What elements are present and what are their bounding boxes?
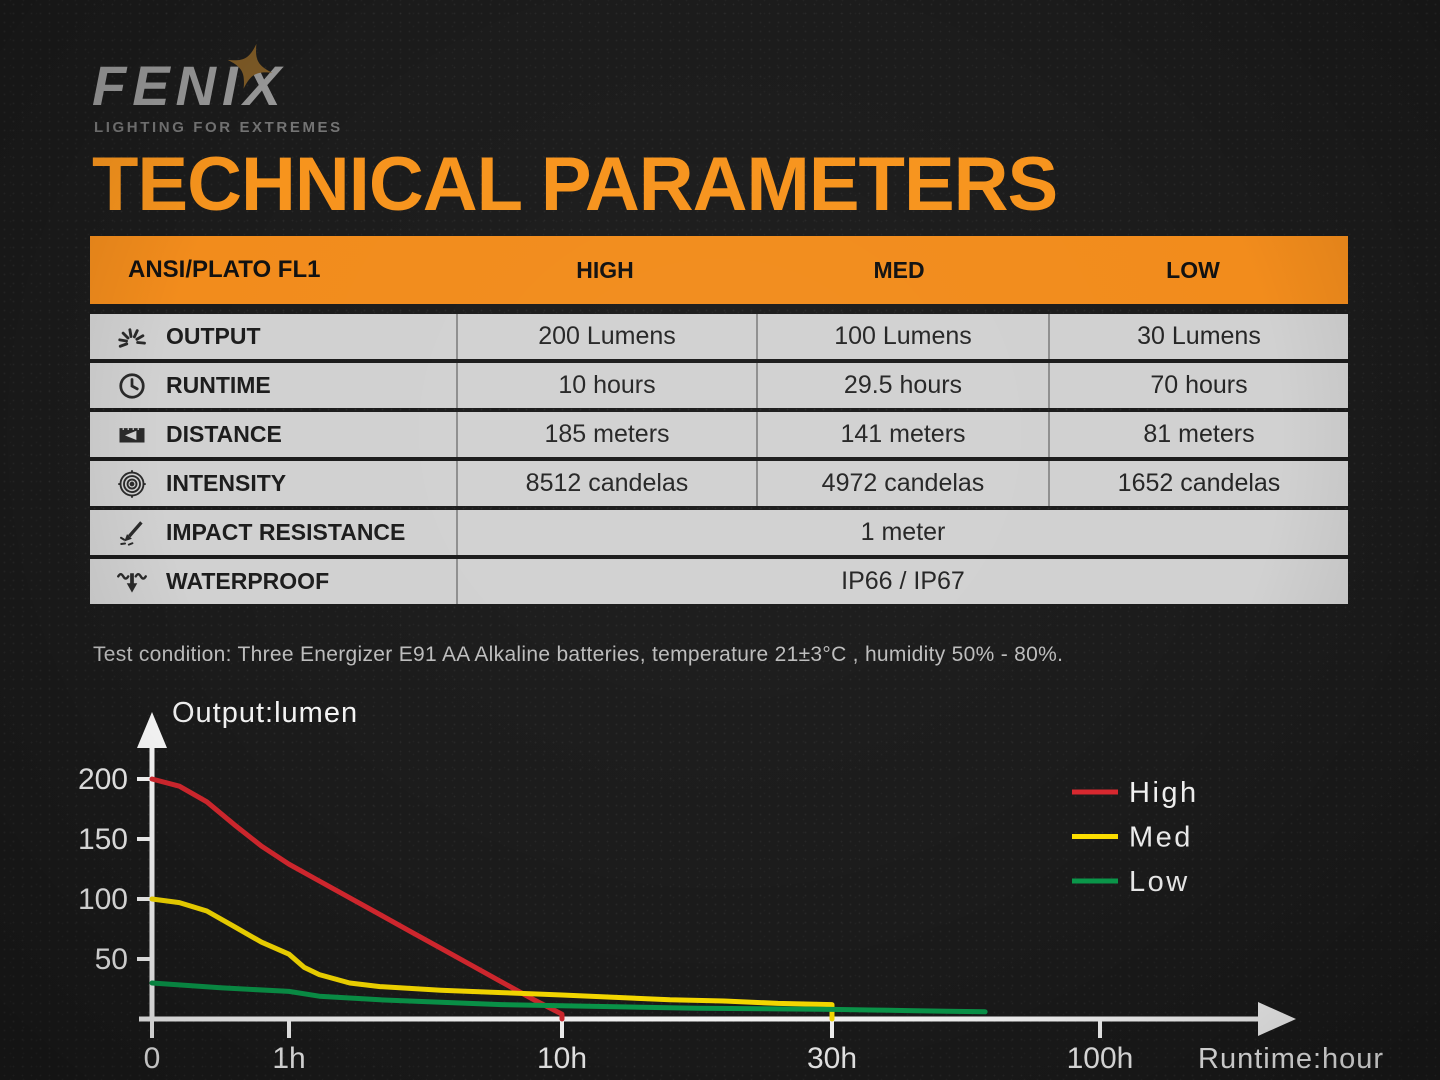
row-label: INTENSITY [166, 470, 287, 496]
waterproof-icon [112, 567, 152, 597]
target-icon [112, 469, 152, 499]
value-med: 4972 candelas [758, 461, 1048, 506]
row-label-cell: DISTANCE [90, 412, 456, 457]
value-high: 200 Lumens [458, 314, 756, 359]
beam-distance-icon [112, 420, 152, 450]
row-label-cell: OUTPUT [90, 314, 456, 359]
value-med: 29.5 hours [758, 363, 1048, 408]
y-tick-label: 100 [78, 883, 128, 916]
impact-icon [112, 518, 152, 548]
value-low: 70 hours [1050, 363, 1348, 408]
sparkle-icon [227, 43, 273, 89]
value-low: 81 meters [1050, 412, 1348, 457]
spec-table: ANSI/PLATO FL1 HIGH MED LOW [90, 236, 1348, 608]
table-row: RUNTIME 10 hours 29.5 hours 70 hours [90, 363, 1348, 408]
series-line-high [149, 776, 565, 1022]
table-header-row: ANSI/PLATO FL1 HIGH MED LOW [90, 236, 1348, 304]
table-row: OUTPUT 200 Lumens 100 Lumens 30 Lumens [90, 314, 1348, 359]
value-high: 185 meters [458, 412, 756, 457]
row-label-cell: INTENSITY [90, 461, 456, 506]
x-tick-label: 10h [537, 1042, 587, 1075]
row-label: DISTANCE [166, 421, 282, 447]
table-row: DISTANCE 185 meters 141 meters 81 meters [90, 412, 1348, 457]
row-label-cell: IMPACT RESISTANCE [90, 510, 456, 555]
value-low: 30 Lumens [1050, 314, 1348, 359]
value-high: 8512 candelas [458, 461, 756, 506]
y-tick-label: 150 [78, 823, 128, 856]
series-line-med [149, 896, 835, 1022]
value-merged: IP66 / IP67 [458, 559, 1348, 604]
header-high: HIGH [576, 256, 634, 283]
y-axis-title: Output:lumen [172, 697, 358, 729]
table-row: WATERPROOF IP66 / IP67 [90, 559, 1348, 604]
x-axis-title: Runtime:hour [1198, 1043, 1384, 1075]
clock-icon [112, 371, 152, 401]
row-label: IMPACT RESISTANCE [166, 519, 406, 545]
table-row: INTENSITY 8512 candelas 4972 candelas 16… [90, 461, 1348, 506]
brand-tagline: LIGHTING FOR EXTREMES [94, 119, 343, 136]
x-tick-label: 100h [1067, 1042, 1134, 1075]
value-high: 10 hours [458, 363, 756, 408]
header-med: MED [873, 256, 925, 283]
x-tick-label: 30h [807, 1042, 857, 1075]
x-axis-arrow [1258, 1002, 1296, 1036]
table-row: IMPACT RESISTANCE 1 meter [90, 510, 1348, 555]
legend-label-high: High [1129, 777, 1199, 809]
row-label: RUNTIME [166, 372, 271, 398]
light-burst-icon [112, 322, 152, 352]
series-line-low [149, 980, 988, 1015]
legend-label-low: Low [1129, 866, 1190, 898]
page-title: TECHNICAL PARAMETERS [92, 142, 1058, 227]
header-standard: ANSI/PLATO FL1 [128, 256, 321, 283]
x-tick-label: 1h [272, 1042, 305, 1075]
value-merged: 1 meter [458, 510, 1348, 555]
x-tick-label: 0 [144, 1042, 161, 1075]
row-label-cell: RUNTIME [90, 363, 456, 408]
y-tick-label: 50 [95, 943, 128, 976]
y-axis-arrow [137, 712, 167, 748]
header-low: LOW [1166, 256, 1220, 283]
value-low: 1652 candelas [1050, 461, 1348, 506]
row-label: WATERPROOF [166, 568, 330, 594]
value-med: 100 Lumens [758, 314, 1048, 359]
value-med: 141 meters [758, 412, 1048, 457]
test-condition-note: Test condition: Three Energizer E91 AA A… [93, 643, 1064, 666]
row-label: OUTPUT [166, 323, 261, 349]
row-label-cell: WATERPROOF [90, 559, 456, 604]
y-tick-label: 200 [78, 763, 128, 796]
legend-label-med: Med [1129, 822, 1193, 854]
